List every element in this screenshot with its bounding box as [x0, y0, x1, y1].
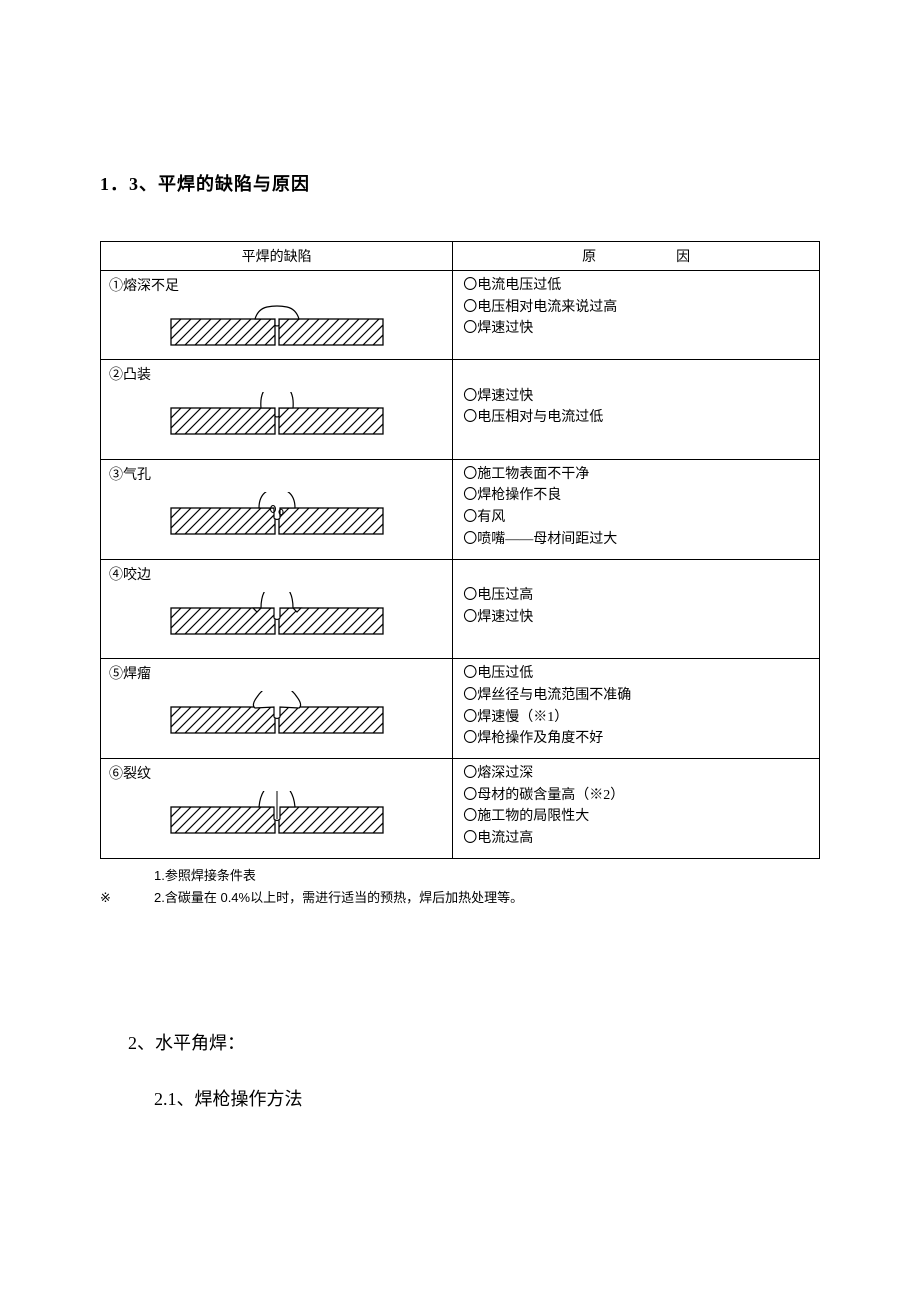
- defect-cell: ⑤焊瘤: [101, 659, 453, 759]
- cause-cell: 〇电压过高〇焊速过快: [453, 559, 820, 659]
- cause-line: [463, 364, 811, 386]
- cause-line: 〇有风: [463, 507, 811, 529]
- footnote-2-text: 2.含碳量在 0.4%以上时，需进行适当的预热，焊后加热处理等。: [154, 887, 523, 909]
- cause-line: 〇电流电压过低: [463, 275, 811, 297]
- cause-line: 〇电压相对电流来说过高: [463, 297, 811, 319]
- cause-line: [463, 564, 811, 586]
- footnote-star: ※: [100, 887, 128, 909]
- defect-diagram: [109, 787, 444, 839]
- defect-table: 平焊的缺陷 原因 ①熔深不足 〇电流电压过低〇电压相对电流来说过高〇焊速过快②凸…: [100, 241, 820, 859]
- cause-line: [463, 429, 811, 451]
- cause-line: 〇电压过低: [463, 663, 811, 685]
- cause-cell: 〇熔深过深〇母材的碳含量高（※2）〇施工物的局限性大〇电流过高: [453, 759, 820, 859]
- heading-2: 2、水平角焊：: [128, 1029, 820, 1055]
- cause-line: [463, 629, 811, 651]
- th-cause-b: 因: [676, 250, 690, 265]
- defect-diagram: [109, 388, 444, 440]
- footnote-1-text: 1.参照焊接条件表: [154, 865, 256, 887]
- table-row: ④咬边 〇电压过高〇焊速过快: [101, 559, 820, 659]
- cause-cell: 〇施工物表面不干净〇焊枪操作不良〇有风〇喷嘴——母材间距过大: [453, 459, 820, 559]
- defect-diagram: [109, 299, 444, 351]
- defect-diagram: [109, 588, 444, 640]
- cause-line: 〇焊枪操作及角度不好: [463, 728, 811, 750]
- cause-line: 〇焊速过快: [463, 607, 811, 629]
- cause-cell: 〇电压过低〇焊丝径与电流范围不准确〇焊速慢（※1）〇焊枪操作及角度不好: [453, 659, 820, 759]
- th-defect: 平焊的缺陷: [101, 242, 453, 271]
- defect-diagram: [109, 488, 444, 540]
- table-row: ③气孔 〇施工物表面不干净〇焊枪操作不良〇有风〇喷嘴——母材间距过大: [101, 459, 820, 559]
- defect-label: ②凸装: [109, 364, 444, 384]
- defect-cell: ⑥裂纹: [101, 759, 453, 859]
- cause-line: 〇焊速慢（※1）: [463, 707, 811, 729]
- th-cause-a: 原: [582, 250, 596, 265]
- heading-1-3: 1．3、平焊的缺陷与原因: [100, 170, 820, 196]
- page: 1．3、平焊的缺陷与原因 平焊的缺陷 原因 ①熔深不足 〇电流电压过低〇电压相对…: [0, 0, 920, 1171]
- cause-line: 〇施工物的局限性大: [463, 806, 811, 828]
- defect-diagram: [109, 687, 444, 739]
- cause-line: 〇熔深过深: [463, 763, 811, 785]
- cause-line: 〇母材的碳含量高（※2）: [463, 785, 811, 807]
- defect-cell: ③气孔: [101, 459, 453, 559]
- footnote-1: 1.参照焊接条件表: [100, 865, 820, 887]
- defect-label: ③气孔: [109, 464, 444, 484]
- cause-cell: 〇电流电压过低〇电压相对电流来说过高〇焊速过快: [453, 271, 820, 360]
- cause-line: 〇喷嘴——母材间距过大: [463, 529, 811, 551]
- cause-line: 〇焊速过快: [463, 386, 811, 408]
- table-row: ⑥裂纹 〇熔深过深〇母材的碳含量高（※2）〇施工物的局限性大〇电流过高: [101, 759, 820, 859]
- heading-2-1: 2.1、焊枪操作方法: [154, 1085, 820, 1111]
- defect-cell: ④咬边: [101, 559, 453, 659]
- defect-label: ①熔深不足: [109, 275, 444, 295]
- defect-label: ⑤焊瘤: [109, 663, 444, 683]
- defect-cell: ①熔深不足: [101, 271, 453, 360]
- cause-line: 〇电流过高: [463, 828, 811, 850]
- section-2: 2、水平角焊： 2.1、焊枪操作方法: [100, 1029, 820, 1111]
- footnotes: 1.参照焊接条件表 ※ 2.含碳量在 0.4%以上时，需进行适当的预热，焊后加热…: [100, 865, 820, 909]
- cause-line: 〇焊速过快: [463, 318, 811, 340]
- table-row: ⑤焊瘤 〇电压过低〇焊丝径与电流范围不准确〇焊速慢（※1）〇焊枪操作及角度不好: [101, 659, 820, 759]
- cause-line: 〇电压相对与电流过低: [463, 407, 811, 429]
- defect-label: ⑥裂纹: [109, 763, 444, 783]
- defect-label: ④咬边: [109, 564, 444, 584]
- table-header-row: 平焊的缺陷 原因: [101, 242, 820, 271]
- table-row: ①熔深不足 〇电流电压过低〇电压相对电流来说过高〇焊速过快: [101, 271, 820, 360]
- cause-cell: 〇焊速过快〇电压相对与电流过低: [453, 360, 820, 460]
- cause-line: 〇电压过高: [463, 585, 811, 607]
- defect-cell: ②凸装: [101, 360, 453, 460]
- cause-line: 〇施工物表面不干净: [463, 464, 811, 486]
- cause-line: 〇焊丝径与电流范围不准确: [463, 685, 811, 707]
- footnote-2: ※ 2.含碳量在 0.4%以上时，需进行适当的预热，焊后加热处理等。: [100, 887, 820, 909]
- table-row: ②凸装 〇焊速过快〇电压相对与电流过低: [101, 360, 820, 460]
- th-cause: 原因: [453, 242, 820, 271]
- cause-line: 〇焊枪操作不良: [463, 485, 811, 507]
